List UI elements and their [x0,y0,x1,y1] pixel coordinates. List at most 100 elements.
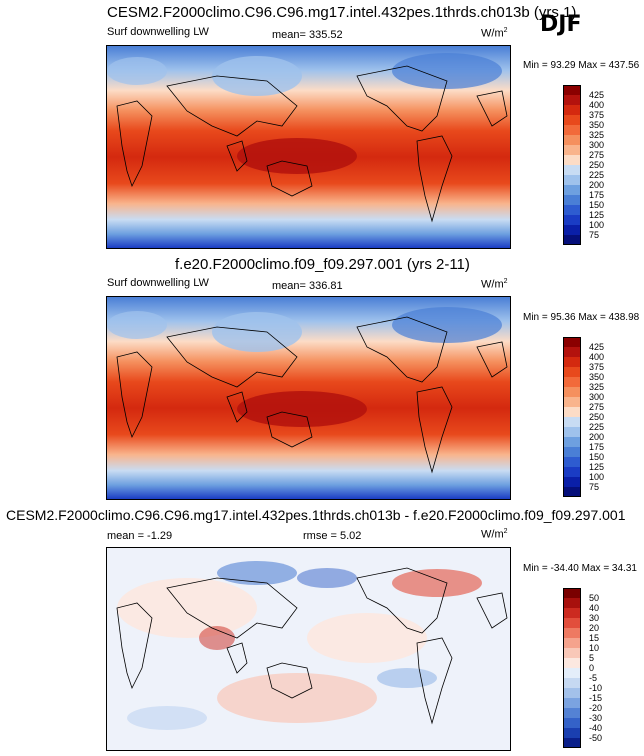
panel-1-mean-label: mean= 335.52 [272,29,343,41]
colorbar-swatch [563,598,581,608]
colorbar-label: -30 [589,713,603,723]
colorbar-label: 350 [589,120,605,130]
colorbar-label: 10 [589,643,600,653]
colorbar-label: 200 [589,432,605,442]
colorbar-swatch [563,397,581,407]
colorbar-swatch [563,377,581,387]
panel-1-map [106,45,511,249]
coastlines [116,316,508,474]
colorbar-swatch [563,205,581,215]
colorbar-swatch [563,678,581,688]
colorbar-label: 400 [589,100,605,110]
colorbar-label: 30 [589,613,600,623]
colorbar-label: 400 [589,352,605,362]
colorbar-label: 300 [589,392,605,402]
colorbar-label: -50 [589,733,603,743]
colorbar-swatch [563,115,581,125]
colorbar-swatch [563,457,581,467]
colorbar-label: 325 [589,382,605,392]
colorbar-swatch [563,155,581,165]
colorbar-swatch [563,608,581,618]
colorbar-swatch [563,467,581,477]
colorbar-swatch [563,165,581,175]
colorbar-swatch [563,738,581,748]
panel-1-units: W/m2 [481,27,508,40]
colorbar-swatch [563,427,581,437]
colorbar-swatch [563,387,581,397]
colorbar-label: 300 [589,140,605,150]
colorbar-swatch [563,658,581,668]
panel-2-variable-label: Surf downwelling LW [107,277,209,289]
colorbar-label: 50 [589,593,600,603]
panel-2-title: f.e20.F2000climo.f09_f09.297.001 (yrs 2-… [175,256,470,273]
colorbar-swatch [563,698,581,708]
colorbar-label: -15 [589,693,603,703]
colorbar-swatch [563,728,581,738]
panel-2-units: W/m2 [481,278,508,291]
panel-3-map [106,547,511,751]
colorbar-swatch [563,688,581,698]
colorbar-label: 75 [589,230,600,240]
colorbar-label: 0 [589,663,595,673]
colorbar-swatch [563,215,581,225]
colorbar-swatch [563,85,581,95]
colorbar-label: 275 [589,150,605,160]
panel-3-title: CESM2.F2000climo.C96.C96.mg17.intel.432p… [6,507,626,523]
colorbar-swatch [563,135,581,145]
panel-2-mean-label: mean= 336.81 [272,280,343,292]
colorbar-swatch [563,175,581,185]
panel-2-map [106,296,511,500]
colorbar-label: 425 [589,90,605,100]
colorbar-swatch [563,628,581,638]
colorbar-label: 275 [589,402,605,412]
colorbar-label: 125 [589,210,605,220]
colorbar-swatch [563,417,581,427]
colorbar-swatch [563,195,581,205]
colorbar-label: 20 [589,623,600,633]
panel-1-minmax: Min = 93.29 Max = 437.56 [523,60,640,71]
colorbar-swatch [563,648,581,658]
colorbar-swatch [563,487,581,497]
colorbar-swatch [563,668,581,678]
coastlines [116,567,508,725]
colorbar-swatch [563,618,581,628]
colorbar-label: 15 [589,633,600,643]
colorbar-swatch [563,357,581,367]
colorbar-swatch [563,347,581,357]
panel-2-minmax: Min = 95.36 Max = 438.98 [523,312,640,323]
season-label: DJF [540,12,582,37]
colorbar-swatch [563,447,581,457]
colorbar-label: 250 [589,160,605,170]
colorbar-swatch [563,718,581,728]
colorbar-label: 250 [589,412,605,422]
colorbar-label: 150 [589,200,605,210]
panel-3-colorbar: 50 40 30 20 15 10 5 0 -5 -10 -15 -20 -30 -40 -50 [563,588,623,748]
colorbar-swatch [563,638,581,648]
colorbar-label: 325 [589,130,605,140]
colorbar-label: 200 [589,180,605,190]
colorbar-swatch [563,588,581,598]
colorbar-swatch [563,477,581,487]
colorbar-swatch [563,337,581,347]
coastlines [116,65,508,223]
panel-3-mean-label: mean = -1.29 [107,530,173,542]
colorbar-swatch [563,367,581,377]
colorbar-label: 425 [589,342,605,352]
panel-3-minmax: Min = -34.40 Max = 34.31 [523,563,637,574]
panel-1-title: CESM2.F2000climo.C96.C96.mg17.intel.432p… [107,4,577,21]
colorbar-label: -10 [589,683,603,693]
panel-3-rmse-label: rmse = 5.02 [303,530,362,542]
colorbar-label: 375 [589,362,605,372]
colorbar-label: 375 [589,110,605,120]
colorbar-swatch [563,145,581,155]
colorbar-label: 350 [589,372,605,382]
colorbar-label: 100 [589,220,605,230]
colorbar-swatch [563,235,581,245]
colorbar-swatch [563,407,581,417]
colorbar-swatch [563,708,581,718]
colorbar-label: 150 [589,452,605,462]
panel-3-units: W/m2 [481,528,508,541]
colorbar-label: 175 [589,442,605,452]
colorbar-swatch [563,437,581,447]
colorbar-label: 5 [589,653,595,663]
